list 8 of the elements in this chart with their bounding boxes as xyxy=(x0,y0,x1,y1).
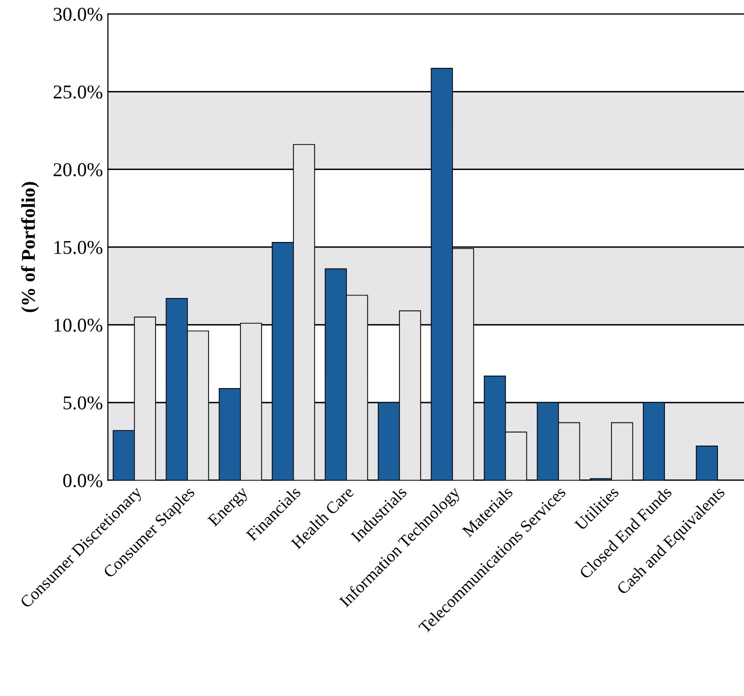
y-tick-label: 25.0% xyxy=(54,85,102,99)
y-axis-title: (% of Portfolio) xyxy=(21,182,39,312)
y-tick-label: 15.0% xyxy=(54,240,102,254)
y-tick-label: 10.0% xyxy=(54,318,102,332)
y-tick-label: 30.0% xyxy=(54,8,102,21)
y-tick-label: 20.0% xyxy=(54,163,102,176)
y-tick-label: 5.0% xyxy=(64,396,102,410)
y-tick-label: 0.0% xyxy=(63,474,102,488)
